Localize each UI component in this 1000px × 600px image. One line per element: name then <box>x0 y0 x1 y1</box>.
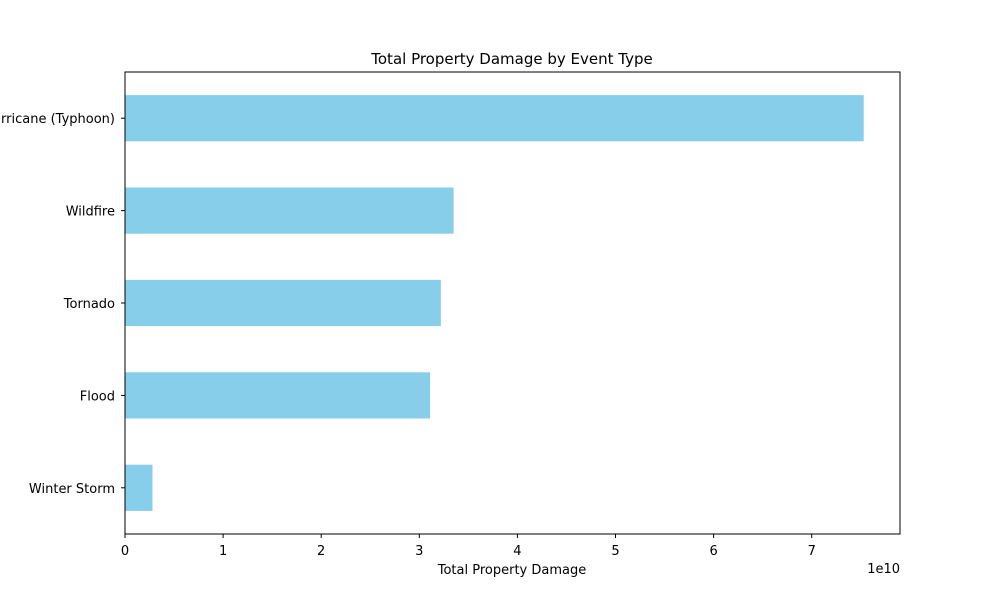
bar <box>125 372 431 419</box>
x-tick-label: 3 <box>415 544 423 559</box>
x-tick-label: 6 <box>709 544 717 559</box>
plot-frame <box>124 71 901 535</box>
y-tick-label: Flood <box>80 389 115 404</box>
bar <box>125 95 864 142</box>
x-tick-label: 7 <box>808 544 816 559</box>
x-axis-offset-label: 1e10 <box>867 562 900 577</box>
bars-group <box>125 95 864 511</box>
bar <box>125 187 454 234</box>
y-tick-label: Wildfire <box>66 205 115 220</box>
chart-title: Total Property Damage by Event Type <box>370 50 652 68</box>
y-axis-ticks: Hurricane (Typhoon) Wildfire Tornado Flood W… <box>0 112 125 497</box>
x-axis-ticks: 0 1 2 3 4 5 6 7 <box>121 534 816 559</box>
x-tick-label: 0 <box>121 544 129 559</box>
y-tick-label: Hurricane (Typhoon) <box>0 112 115 127</box>
x-axis-label: Total Property Damage <box>437 563 587 578</box>
x-tick-label: 1 <box>219 544 227 559</box>
bar <box>125 464 153 511</box>
x-tick-label: 5 <box>611 544 619 559</box>
y-tick-label: Winter Storm <box>29 482 115 497</box>
x-tick-label: 4 <box>513 544 521 559</box>
bar <box>125 279 441 327</box>
y-tick-label: Tornado <box>63 297 115 312</box>
x-tick-label: 2 <box>317 544 325 559</box>
